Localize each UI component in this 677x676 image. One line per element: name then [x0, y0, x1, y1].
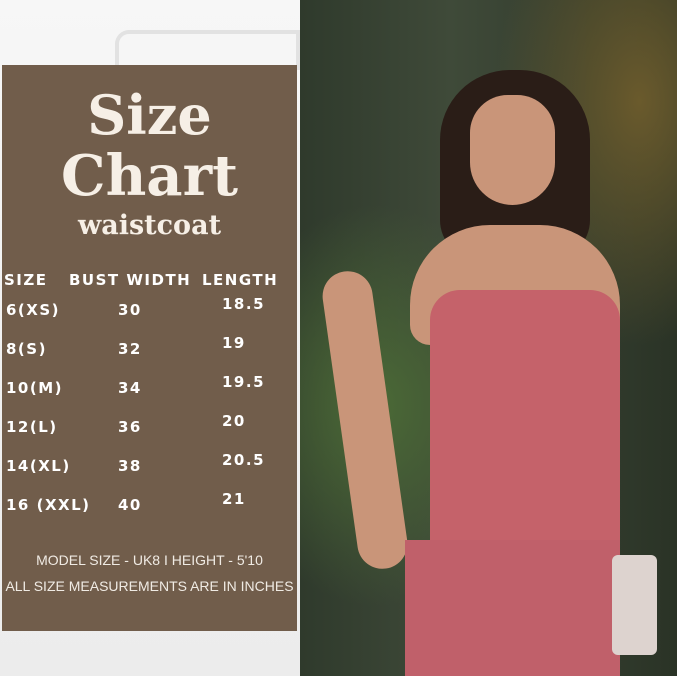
header-size: SIZE	[4, 271, 48, 289]
cell-size: 6(XS)	[6, 301, 61, 319]
model-note: MODEL SIZE - UK8 I HEIGHT - 5'10	[36, 552, 263, 568]
table-row: 8(S) 32 19	[2, 334, 297, 360]
cell-size: 10(M)	[6, 379, 64, 397]
cell-size: 12(L)	[6, 418, 58, 436]
cell-length: 19.5	[222, 373, 266, 391]
cell-bust-width: 36	[118, 418, 142, 436]
cell-length: 18.5	[222, 295, 266, 313]
cell-bust-width: 38	[118, 457, 142, 475]
pink-trousers	[405, 540, 620, 676]
table-row: 16 (XXL) 40 21	[2, 490, 297, 516]
handbag	[612, 555, 657, 655]
subtitle: waistcoat	[77, 210, 222, 241]
units-note: ALL SIZE MEASUREMENTS ARE IN INCHES	[5, 578, 294, 594]
header-length: LENGTH	[202, 271, 279, 289]
decorative-frame	[115, 30, 300, 70]
header-bust-width: BUST WIDTH	[69, 271, 192, 289]
table-row: 6(XS) 30 18.5	[2, 295, 297, 321]
cell-size: 14(XL)	[6, 457, 71, 475]
table-row: 12(L) 36 20	[2, 412, 297, 438]
cell-bust-width: 40	[118, 496, 142, 514]
title-chart: Chart	[61, 143, 238, 209]
model-photo	[300, 0, 677, 676]
cell-length: 20.5	[222, 451, 266, 469]
pink-waistcoat	[430, 290, 620, 560]
cell-bust-width: 30	[118, 301, 142, 319]
table-row: 14(XL) 38 20.5	[2, 451, 297, 477]
cell-length: 19	[222, 334, 246, 352]
cell-length: 21	[222, 490, 246, 508]
face	[470, 95, 555, 205]
cell-length: 20	[222, 412, 246, 430]
cell-size: 8(S)	[6, 340, 47, 358]
arm	[319, 267, 411, 573]
table-row: 10(M) 34 19.5	[2, 373, 297, 399]
cell-bust-width: 34	[118, 379, 142, 397]
title-size: Size	[87, 83, 212, 147]
size-chart-panel: Size Chart waistcoat SIZE BUST WIDTH LEN…	[2, 65, 297, 631]
cell-bust-width: 32	[118, 340, 142, 358]
cell-size: 16 (XXL)	[6, 496, 91, 514]
